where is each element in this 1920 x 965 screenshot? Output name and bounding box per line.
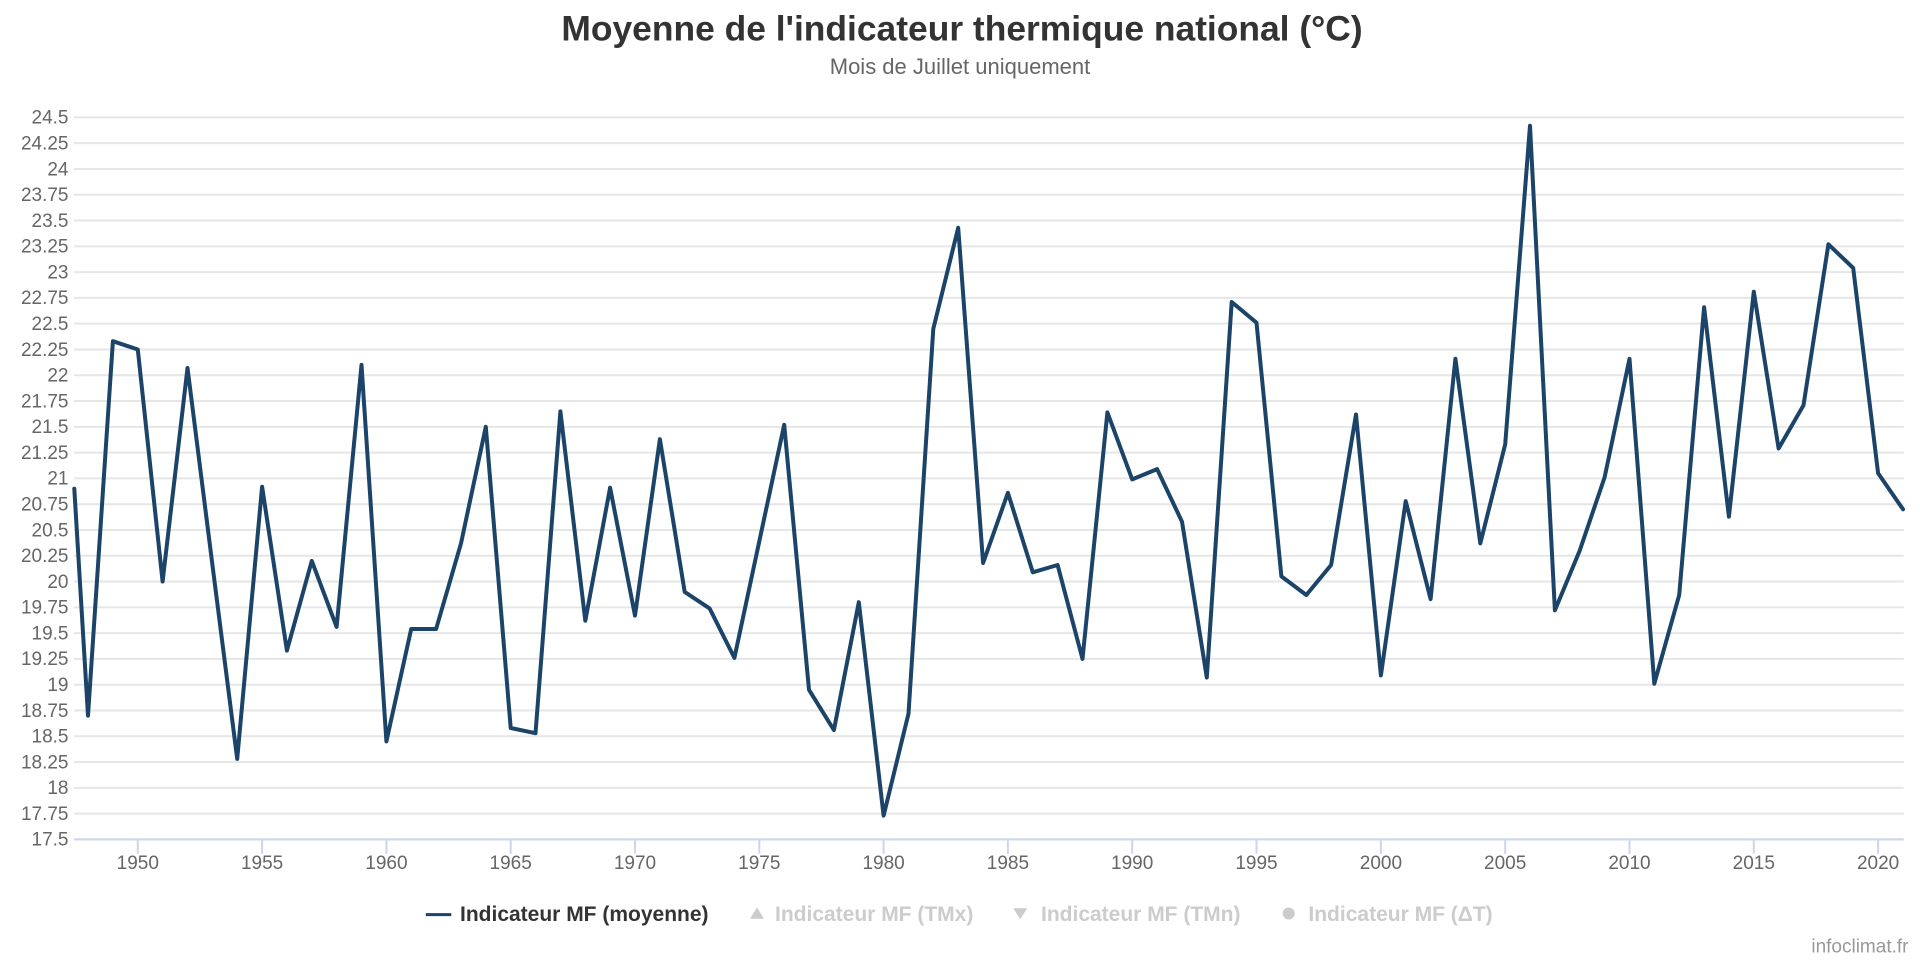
- svg-text:22.5: 22.5: [32, 314, 69, 335]
- svg-text:17.75: 17.75: [21, 804, 69, 825]
- svg-text:1965: 1965: [490, 853, 532, 874]
- svg-text:22: 22: [47, 366, 68, 387]
- svg-text:18.75: 18.75: [21, 701, 69, 722]
- svg-text:1950: 1950: [117, 853, 159, 874]
- svg-text:1980: 1980: [862, 853, 904, 874]
- svg-text:18: 18: [47, 778, 68, 799]
- svg-text:1975: 1975: [738, 853, 780, 874]
- svg-text:19.75: 19.75: [21, 598, 69, 619]
- svg-text:20.75: 20.75: [21, 495, 69, 516]
- svg-text:24.5: 24.5: [32, 108, 69, 129]
- svg-text:Indicateur MF (TMn): Indicateur MF (TMn): [1041, 903, 1240, 926]
- svg-text:21.75: 21.75: [21, 391, 69, 412]
- svg-text:22.25: 22.25: [21, 340, 69, 361]
- svg-text:1955: 1955: [241, 853, 283, 874]
- svg-text:20.5: 20.5: [32, 520, 69, 541]
- svg-text:Indicateur MF (ΔT): Indicateur MF (ΔT): [1308, 903, 1492, 926]
- svg-text:19.5: 19.5: [32, 623, 69, 644]
- svg-text:18.5: 18.5: [32, 727, 69, 748]
- svg-text:Indicateur MF (moyenne): Indicateur MF (moyenne): [460, 903, 709, 926]
- svg-text:21.5: 21.5: [32, 417, 69, 438]
- svg-text:19: 19: [47, 675, 68, 696]
- svg-text:19.25: 19.25: [21, 649, 69, 670]
- svg-text:1995: 1995: [1235, 853, 1277, 874]
- svg-text:22.75: 22.75: [21, 288, 69, 309]
- svg-text:24.25: 24.25: [21, 134, 69, 155]
- svg-text:21: 21: [47, 469, 68, 490]
- svg-text:2020: 2020: [1857, 853, 1899, 874]
- svg-text:1960: 1960: [365, 853, 407, 874]
- svg-text:24: 24: [47, 159, 69, 180]
- svg-text:20: 20: [47, 572, 68, 593]
- svg-text:2015: 2015: [1733, 853, 1775, 874]
- svg-text:2000: 2000: [1360, 853, 1402, 874]
- svg-text:1970: 1970: [614, 853, 656, 874]
- svg-text:20.25: 20.25: [21, 546, 69, 567]
- svg-text:1985: 1985: [987, 853, 1029, 874]
- svg-text:Indicateur MF (TMx): Indicateur MF (TMx): [775, 903, 973, 926]
- svg-text:18.25: 18.25: [21, 752, 69, 773]
- svg-text:23: 23: [47, 262, 68, 283]
- svg-text:23.25: 23.25: [21, 237, 69, 258]
- svg-text:1990: 1990: [1111, 853, 1153, 874]
- svg-text:17.5: 17.5: [32, 830, 69, 851]
- svg-text:infoclimat.fr: infoclimat.fr: [1811, 937, 1909, 958]
- svg-text:2005: 2005: [1484, 853, 1526, 874]
- svg-text:Mois de Juillet uniquement: Mois de Juillet uniquement: [830, 54, 1090, 79]
- svg-text:Moyenne de l'indicateur thermi: Moyenne de l'indicateur thermique nation…: [561, 9, 1362, 49]
- svg-text:2010: 2010: [1608, 853, 1650, 874]
- svg-text:21.25: 21.25: [21, 443, 69, 464]
- svg-text:23.5: 23.5: [32, 211, 69, 232]
- svg-text:23.75: 23.75: [21, 185, 69, 206]
